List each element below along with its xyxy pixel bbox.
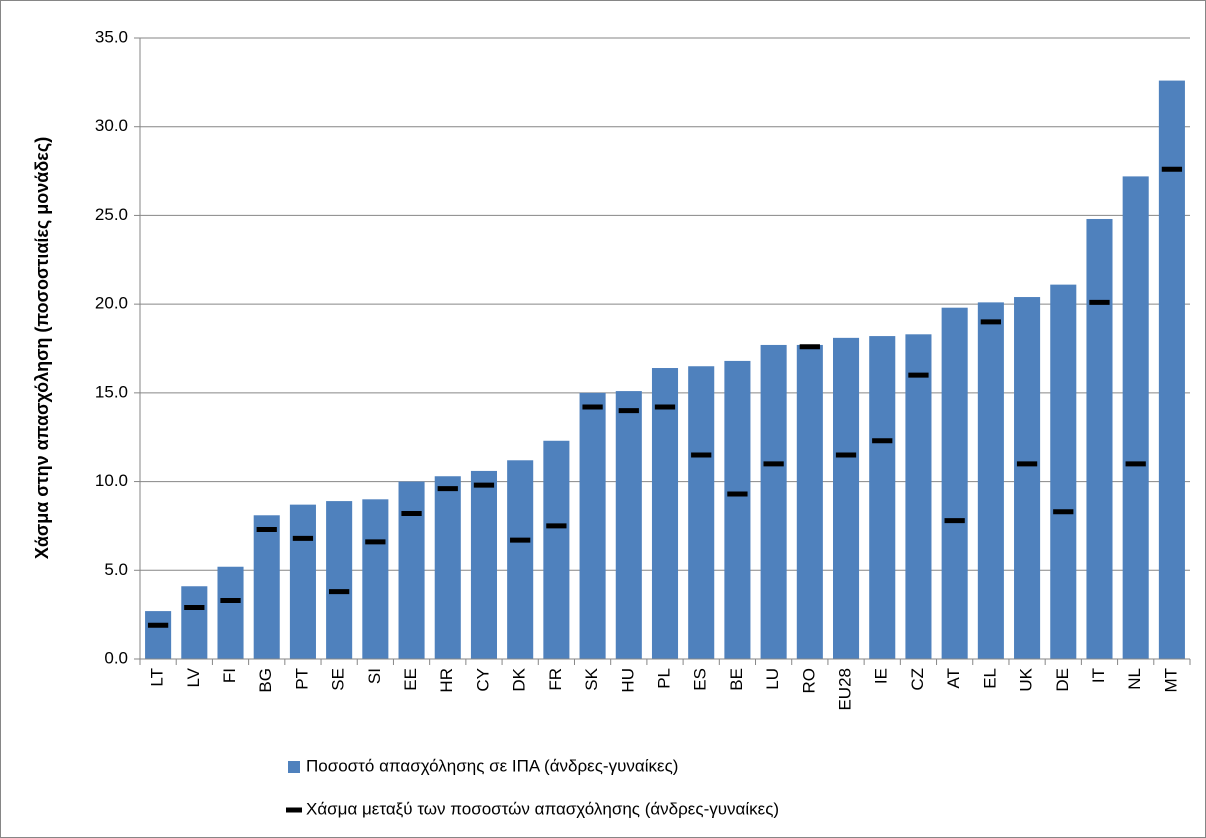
bar xyxy=(688,366,715,659)
bar xyxy=(507,460,534,659)
x-tick-label: PT xyxy=(292,668,311,690)
x-tick-label: DE xyxy=(1053,668,1072,692)
x-tick-label: SI xyxy=(365,668,384,684)
bar xyxy=(977,302,1004,659)
bar xyxy=(615,391,642,659)
x-tick-label: DK xyxy=(510,667,529,691)
x-tick-label: EE xyxy=(401,668,420,691)
x-tick-label: FI xyxy=(220,668,239,683)
bar xyxy=(651,368,679,659)
x-tick-label: SK xyxy=(582,667,601,690)
x-tick-label: EL xyxy=(980,668,999,689)
x-tick-label: LV xyxy=(184,667,203,687)
legend-label: Ποσοστό απασχόλησης σε ΙΠΑ (άνδρες-γυναί… xyxy=(306,756,678,775)
bar xyxy=(724,360,751,659)
x-tick-label: FR xyxy=(546,668,565,691)
bar xyxy=(434,476,461,659)
x-tick-label: MT xyxy=(1161,668,1180,693)
x-tick-label: ES xyxy=(691,668,710,691)
x-tick-label: LU xyxy=(763,668,782,690)
bar xyxy=(217,566,244,659)
legend-label: Χάσμα μεταξύ των ποσοστών απασχόλησης (ά… xyxy=(306,799,779,818)
bar xyxy=(833,337,860,659)
x-tick-label: CY xyxy=(473,668,492,692)
x-tick-label: NL xyxy=(1125,668,1144,690)
bar xyxy=(760,344,787,659)
bar xyxy=(145,611,172,659)
x-tick-label: IT xyxy=(1089,668,1108,683)
bar xyxy=(543,440,570,659)
y-tick-label: 20.0 xyxy=(95,294,128,313)
x-tick-label: BE xyxy=(727,668,746,691)
x-tick-label: LT xyxy=(148,668,167,687)
legend-swatch xyxy=(288,761,300,773)
y-axis-title: Χάσμα στην απασχόληση (ποσοστιαίες μονάδ… xyxy=(32,137,52,559)
x-tick-label: HR xyxy=(437,668,456,693)
bar xyxy=(941,307,968,659)
bar xyxy=(905,334,932,659)
bar xyxy=(181,586,208,659)
x-tick-label: IE xyxy=(872,668,891,684)
bar xyxy=(1086,218,1113,659)
x-tick-label: AT xyxy=(944,668,963,688)
bar xyxy=(470,470,497,659)
x-tick-label: BG xyxy=(256,668,275,693)
bar xyxy=(398,481,425,659)
bar xyxy=(362,499,389,659)
y-tick-label: 25.0 xyxy=(95,205,128,224)
bar xyxy=(1122,176,1149,659)
bar xyxy=(1158,80,1185,659)
bar xyxy=(579,392,606,659)
x-tick-label: PL xyxy=(654,668,673,689)
x-tick-label: CZ xyxy=(908,668,927,691)
bar xyxy=(796,344,823,659)
bar xyxy=(289,504,316,659)
y-tick-label: 15.0 xyxy=(95,382,128,401)
y-tick-label: 0.0 xyxy=(104,648,128,667)
y-tick-label: 35.0 xyxy=(95,27,128,46)
bar xyxy=(869,336,896,659)
x-tick-label: HU xyxy=(618,668,637,693)
x-tick-label: RO xyxy=(799,668,818,694)
y-tick-label: 30.0 xyxy=(95,116,128,135)
bar xyxy=(1050,284,1077,659)
x-tick-label: EU28 xyxy=(836,668,855,711)
x-tick-label: SE xyxy=(329,668,348,691)
bar xyxy=(1014,297,1041,659)
y-tick-label: 10.0 xyxy=(95,471,128,490)
x-tick-label: UK xyxy=(1017,667,1036,691)
bar xyxy=(326,501,353,659)
bar xyxy=(253,515,280,659)
y-tick-label: 5.0 xyxy=(104,560,128,579)
